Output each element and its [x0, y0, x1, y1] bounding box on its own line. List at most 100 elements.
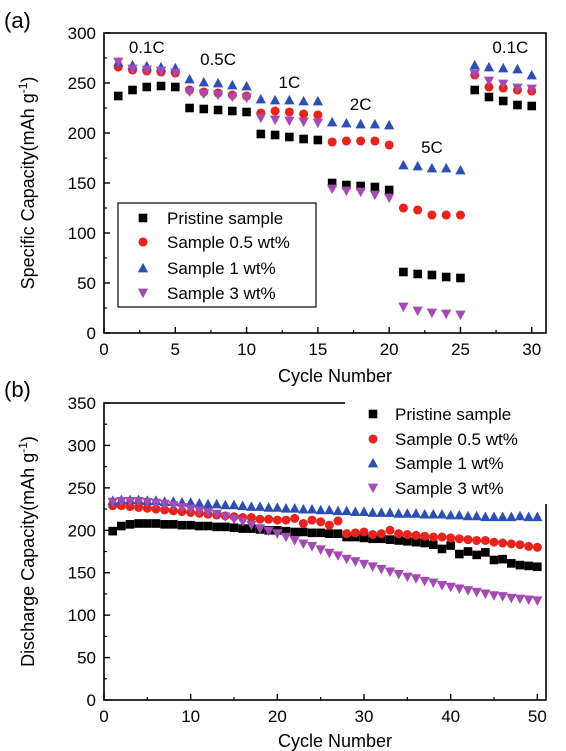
- panel-b-data-point: [472, 550, 481, 560]
- panel-b-data-point: [289, 503, 300, 513]
- panel-a-data-point: [398, 159, 409, 170]
- panel-b-data-point: [142, 497, 153, 508]
- panel-b-data-point: [402, 572, 413, 583]
- panel-a-data-point: [369, 118, 381, 129]
- panel-a-y-tick-label: 100: [68, 224, 96, 243]
- panel-b-legend-label: Sample 1 wt%: [395, 454, 504, 473]
- panel-a-data-point: [313, 110, 323, 120]
- panel-b-data-point: [324, 520, 334, 530]
- panel-b-data-point: [506, 539, 516, 549]
- panel-a-data-point: [142, 82, 152, 92]
- panel-b-x-axis-title: Cycle Number: [278, 731, 392, 751]
- panel-a-legend-marker: [138, 213, 148, 223]
- panel-b-data-point: [445, 582, 456, 593]
- panel-a-data-point: [455, 164, 466, 175]
- panel-b-data-point: [263, 502, 274, 512]
- panel-b-data-point: [306, 542, 318, 552]
- panel-b-data-point: [384, 507, 396, 517]
- panel-a-legend-label: Sample 3 wt%: [167, 284, 276, 303]
- panel-b-legend-marker: [367, 483, 379, 494]
- panel-b-data-point: [429, 540, 438, 550]
- panel-a-x-tick-label: 10: [237, 340, 256, 359]
- panel-a-data-point: [284, 107, 294, 117]
- panel-b-data-point: [315, 504, 326, 515]
- panel-a-data-point: [470, 85, 480, 95]
- panel-a-data-point: [284, 94, 295, 105]
- panel-b-data-point: [463, 535, 473, 545]
- panel-a-data-point: [426, 308, 438, 319]
- panel-a-data-point: [170, 82, 180, 92]
- panel-a-x-axis-title: Cycle Number: [278, 366, 392, 386]
- panel-b-data-point: [350, 557, 361, 567]
- panel-a-x-tick-label: 0: [99, 340, 108, 359]
- panel-a-data-point: [312, 118, 324, 129]
- panel-b-y-tick-label: 250: [68, 479, 96, 498]
- panel-a-data-point: [413, 269, 422, 279]
- panel-b-series-s3: [107, 497, 543, 606]
- panel-b-legend-marker: [368, 434, 378, 444]
- panel-a-data-point: [212, 77, 224, 88]
- panel-a-legend-label: Pristine sample: [167, 209, 283, 228]
- panel-a-y-tick-label: 300: [68, 24, 96, 43]
- panel-b-data-point: [410, 508, 422, 518]
- panel-b-data-point: [410, 574, 422, 584]
- panel-b-data-point: [403, 537, 412, 546]
- panel-a-data-point: [269, 115, 281, 126]
- panel-b-data-point: [523, 511, 534, 522]
- panel-b-data-point: [134, 502, 144, 512]
- panel-a-data-point: [284, 116, 295, 127]
- panel-b-data-point: [186, 520, 195, 530]
- panel-b-data-point: [524, 541, 534, 551]
- panel-a-legend-box: [117, 202, 317, 308]
- panel-b-data-point: [325, 529, 334, 538]
- panel-b-data-point: [445, 509, 456, 520]
- panel-b-data-point: [254, 524, 266, 534]
- panel-a-data-point: [513, 100, 522, 110]
- panel-a-data-point: [370, 136, 380, 146]
- panel-b-data-point: [281, 526, 291, 536]
- panel-b-data-point: [202, 508, 214, 518]
- panel-a-data-point: [356, 181, 365, 191]
- panel-b-data-point: [341, 505, 352, 516]
- panel-b-data-point: [272, 515, 282, 525]
- panel-b-data-point: [506, 511, 517, 522]
- panel-b-data-point: [497, 511, 508, 522]
- panel-b-data-point: [107, 497, 118, 508]
- panel-a-data-point: [156, 81, 166, 91]
- panel-a-data-point: [484, 82, 494, 92]
- panel-b-data-point: [481, 548, 490, 557]
- panel-a-label: (a): [4, 8, 31, 33]
- panel-b-data-point: [151, 519, 161, 528]
- panel-b-data-point: [533, 562, 542, 572]
- panel-b-data-point: [428, 509, 439, 519]
- panel-a-legend-marker: [137, 288, 149, 299]
- panel-a-data-point: [299, 134, 308, 144]
- panel-b-data-point: [299, 527, 308, 537]
- panel-b-data-point: [194, 497, 205, 508]
- panel-a-data-point: [441, 162, 452, 173]
- panel-b-data-point: [514, 594, 526, 605]
- panel-b-data-point: [454, 584, 465, 594]
- panel-b-data-point: [246, 520, 257, 531]
- panel-b-data-point: [342, 529, 352, 539]
- panel-b-data-point: [358, 559, 370, 570]
- panel-b-series-pristine: [108, 519, 542, 572]
- panel-b-data-point: [332, 551, 344, 561]
- panel-a-data-point: [398, 203, 408, 213]
- panel-b-x-tick-label: 30: [355, 707, 374, 726]
- panel-b-data-point: [523, 595, 534, 606]
- panel-b-data-point: [211, 498, 222, 509]
- panel-b-chart: 0 10 20 30 40 50 0 50 100 150 200 250 300 350 Cycle Nu…: [4, 377, 555, 751]
- panel-b-data-point: [142, 503, 152, 513]
- panel-b-data-point: [446, 541, 455, 550]
- panel-b-data-point: [264, 514, 274, 524]
- panel-b-data-point: [394, 536, 403, 545]
- panel-b-data-point: [489, 537, 499, 547]
- panel-b-data-point: [202, 498, 214, 509]
- panel-b-data-point: [281, 515, 291, 525]
- panel-b-data-point: [377, 534, 386, 544]
- panel-a-data-point: [256, 129, 266, 139]
- panel-a-x-tick-label: 30: [522, 340, 541, 359]
- panel-b-data-point: [263, 526, 274, 537]
